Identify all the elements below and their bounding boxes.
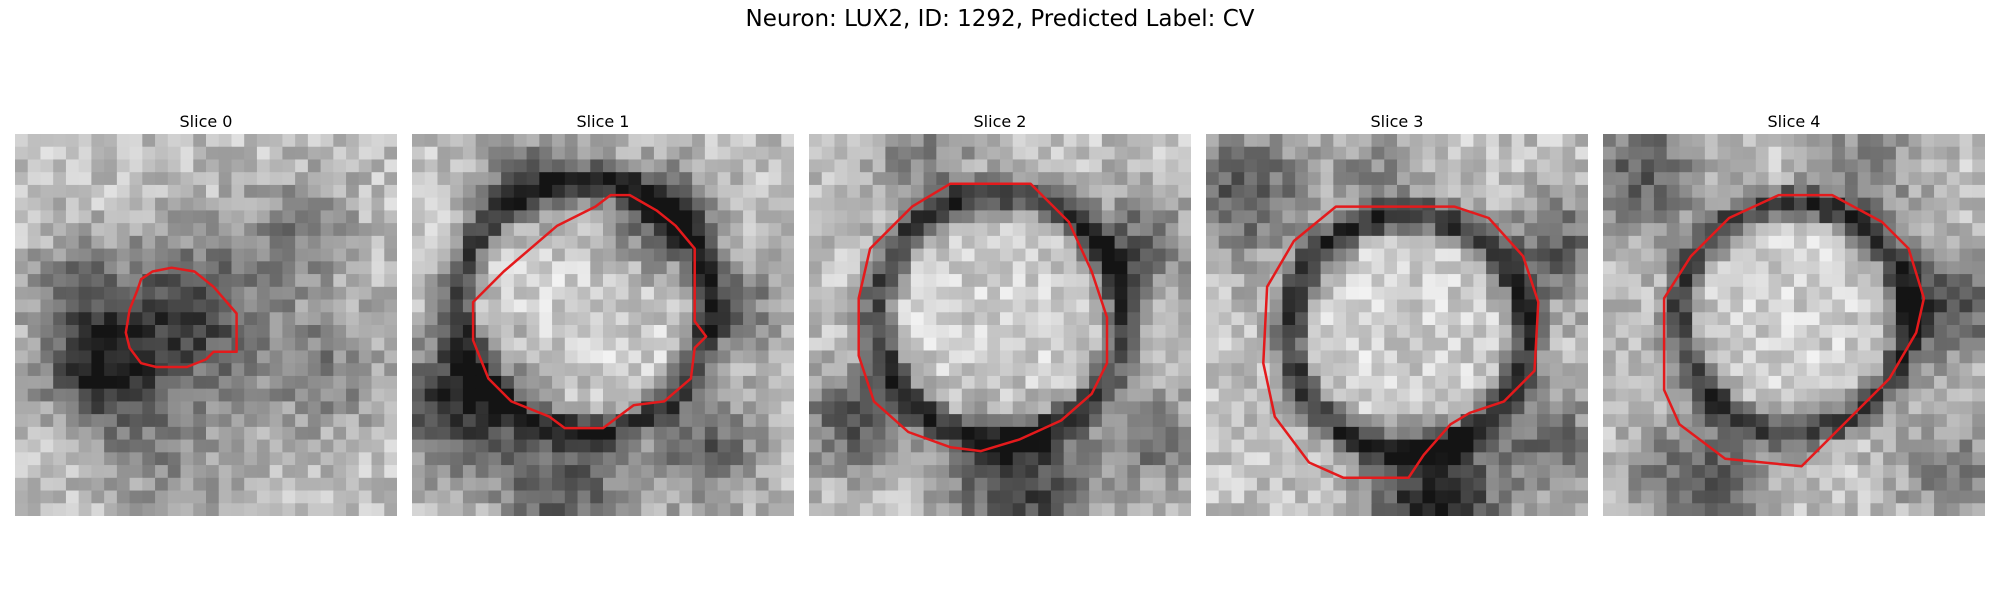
slice-title: Slice 2	[973, 112, 1027, 131]
slice-panel-1: Slice 1	[412, 110, 794, 516]
segmentation-contour	[471, 193, 708, 430]
slice-image-2	[809, 134, 1191, 516]
slice-panel-2: Slice 2	[809, 110, 1191, 516]
slice-title: Slice 1	[576, 112, 630, 131]
slice-image-3	[1206, 134, 1588, 516]
slice-image-4	[1603, 134, 1985, 516]
slice-image-1	[412, 134, 794, 516]
segmentation-contour	[1262, 205, 1540, 480]
slice-title: Slice 4	[1767, 112, 1821, 131]
slice-panel-3: Slice 3	[1206, 110, 1588, 516]
slice-title: Slice 3	[1370, 112, 1424, 131]
slice-panel-4: Slice 4	[1603, 110, 1985, 516]
segmentation-contour	[857, 182, 1109, 453]
figure-title: Neuron: LUX2, ID: 1292, Predicted Label:…	[745, 6, 1255, 32]
segmentation-contour	[1662, 193, 1926, 468]
segmentation-contour	[124, 266, 238, 369]
slice-panel-0: Slice 0	[15, 110, 397, 516]
slice-title: Slice 0	[179, 112, 233, 131]
slice-image-0	[15, 134, 397, 516]
